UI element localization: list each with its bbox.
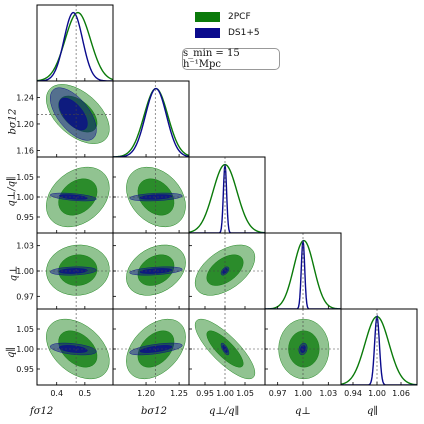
x-axis-label-1: bσ12 (141, 406, 167, 417)
y-axis-label-3: q⊥ (8, 265, 20, 282)
xtick-label-0-1: 0.5 (78, 389, 91, 398)
legend-label-ds15: DS1+5 (228, 28, 260, 38)
ytick-label-3-2: 1.03 (16, 242, 34, 251)
panel-content-3-1 (113, 233, 189, 309)
ytick-label-4-0: 0.95 (16, 365, 34, 374)
legend-swatch-ds15 (195, 28, 220, 38)
panel-content-2-1 (113, 157, 189, 233)
x-axis-label-3: q⊥ (295, 406, 311, 417)
ytick-label-4-1: 1.00 (16, 345, 34, 354)
legend-entry-ds15: DS1+5 (195, 26, 260, 40)
xtick-label-1-1: 1.25 (170, 389, 188, 398)
xtick-label-3-0: 0.97 (269, 389, 287, 398)
y-axis-label-2: q⊥/q∥ (6, 176, 18, 207)
xtick-label-2-0: 0.95 (196, 389, 214, 398)
panel-3-2 (188, 232, 266, 310)
ytick-label-3-1: 1.00 (16, 267, 34, 276)
panel-content-1-1 (113, 81, 189, 157)
panel-content-2-2 (189, 157, 265, 233)
marginal-curve-0-0 (37, 11, 113, 81)
xtick-label-2-1: 1.00 (216, 389, 234, 398)
legend: 2PCF DS1+5 (192, 7, 278, 41)
panel-content-3-2 (189, 233, 265, 309)
panel-3-1 (112, 232, 190, 310)
ytick-label-2-2: 1.05 (16, 173, 34, 182)
contour-1-0-1-1 (58, 97, 88, 131)
panel-4-1 (112, 308, 190, 386)
panel-2-1 (112, 156, 190, 234)
marginal-curve-0-1 (37, 11, 113, 81)
ytick-label-1-0: 1.16 (16, 146, 34, 155)
panel-content-4-4 (341, 309, 417, 385)
marginal-curve-3-1 (265, 240, 341, 309)
ytick-label-1-2: 1.24 (16, 94, 34, 103)
panel-content-3-0 (37, 233, 113, 309)
xtick-label-3-1: 1.00 (294, 389, 312, 398)
panel-content-3-3 (265, 233, 341, 309)
y-axis-label-4: q∥ (6, 346, 18, 359)
panel-frame-1-1 (112, 80, 190, 158)
panel-content-1-0 (37, 81, 113, 157)
xtick-label-4-1: 1.00 (368, 389, 386, 398)
xtick-label-0-0: 0.4 (50, 389, 63, 398)
panel-content-4-0 (37, 309, 113, 385)
xtick-label-1-0: 1.20 (137, 389, 155, 398)
panel-content-2-0 (37, 157, 113, 233)
ytick-label-2-0: 0.95 (16, 213, 34, 222)
panel-3-3 (264, 232, 342, 310)
panel-content-4-3 (265, 309, 341, 385)
panel-3-0 (36, 232, 114, 310)
x-axis-label-2: q⊥/q∥ (209, 406, 240, 417)
panel-content-4-1 (113, 309, 189, 385)
y-axis-label-1: bσ12 (7, 108, 19, 135)
marginal-curve-2-1 (189, 164, 265, 233)
xtick-label-3-2: 1.03 (319, 389, 337, 398)
x-axis-label-0: fσ12 (30, 406, 54, 417)
marginal-curve-4-0 (341, 315, 417, 385)
legend-label-2pcf: 2PCF (228, 12, 251, 22)
contour-3-1-1-1 (139, 268, 173, 274)
panel-4-2 (188, 308, 266, 386)
smin-annotation: s_min = 15 h⁻¹Mpc (182, 48, 280, 70)
ytick-label-3-0: 0.97 (16, 292, 34, 301)
ytick-label-2-1: 1.00 (16, 193, 34, 202)
marginal-curve-1-1 (113, 87, 189, 157)
panel-4-3 (264, 308, 342, 386)
panel-2-2 (188, 156, 266, 234)
xtick-label-2-2: 1.05 (236, 389, 254, 398)
marginal-curve-2-0 (189, 163, 265, 233)
panel-4-4 (340, 308, 418, 386)
panel-frame-4-4 (340, 308, 418, 386)
xtick-label-4-0: 0.94 (344, 389, 362, 398)
ytick-label-1-1: 1.20 (16, 120, 34, 129)
x-axis-label-4: q∥ (367, 406, 379, 417)
panel-0-0 (36, 4, 114, 82)
panel-content-0-0 (37, 5, 113, 81)
panel-2-0 (36, 156, 114, 234)
legend-entry-2pcf: 2PCF (195, 10, 251, 24)
panel-1-1 (112, 80, 190, 158)
marginal-curve-1-0 (113, 87, 189, 157)
contour-2-1-1-1 (139, 194, 173, 200)
panel-1-0 (36, 80, 114, 158)
panel-4-0 (36, 308, 114, 386)
marginal-curve-4-1 (341, 314, 417, 385)
legend-swatch-2pcf (195, 12, 220, 22)
panel-content-4-2 (189, 309, 265, 385)
xtick-label-4-2: 1.06 (392, 389, 410, 398)
ytick-label-4-2: 1.05 (16, 325, 34, 334)
